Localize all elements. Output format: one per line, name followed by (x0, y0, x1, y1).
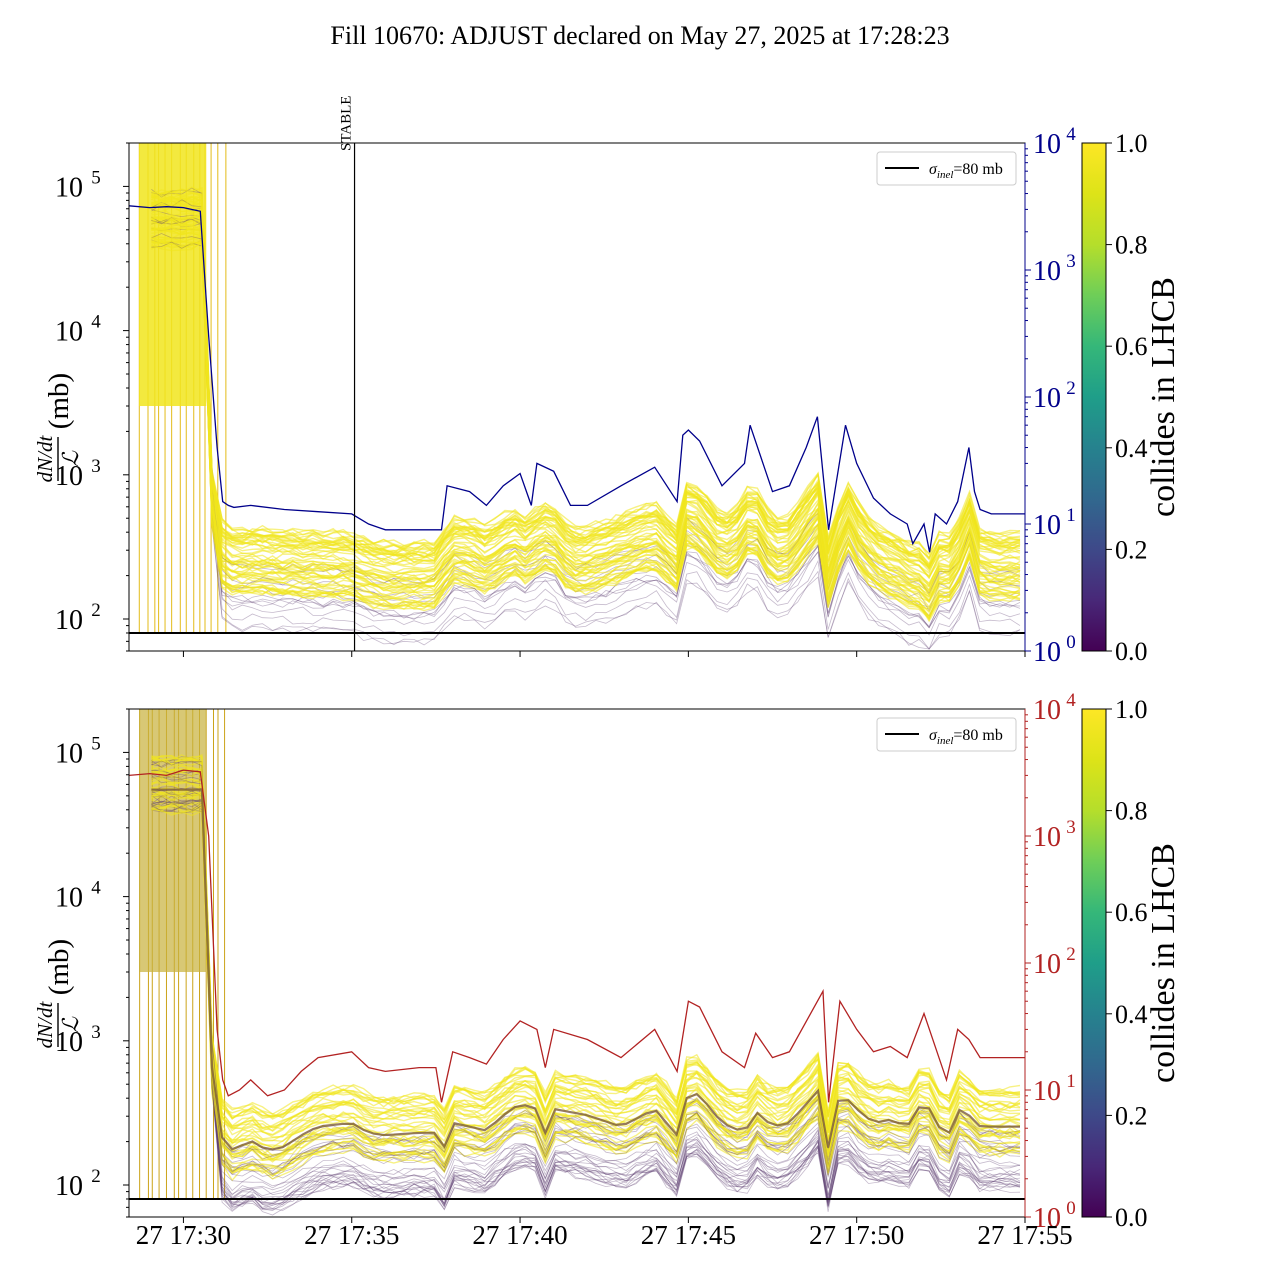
colorbar-tick-label: 0.0 (1115, 637, 1148, 666)
colorbar-gradient (1081, 708, 1107, 1218)
y2-tick-label: 10 (1033, 949, 1061, 980)
y-axis-left: 10 2 10 3 10 4 10 5 (55, 708, 129, 1218)
stable-marker-label: STABLE (339, 96, 355, 151)
x-tick-label: 27 17:40 (472, 1220, 567, 1250)
y2-tick-label: 10 (1033, 695, 1061, 726)
y-tick-label: 10 (55, 738, 83, 769)
y2-tick-exponent: 2 (1066, 378, 1076, 399)
y-axis-label: dN/dt ℒ (mb) (33, 939, 83, 1049)
colorbar-tick-label: 0.8 (1115, 797, 1148, 826)
secondary-series-line (129, 769, 1025, 1103)
y-tick-label: 10 (55, 1027, 83, 1058)
y2-tick-exponent: 3 (1066, 251, 1076, 272)
x-tick-label: 27 17:55 (977, 1220, 1072, 1250)
y-label-denominator: ℒ (58, 1016, 83, 1033)
colorbar-gradient (1081, 142, 1107, 652)
y2-tick-label: 10 (1033, 1203, 1061, 1234)
colorbar-tick-label: 0.2 (1115, 535, 1148, 564)
y2-tick-label: 10 (1033, 256, 1061, 287)
legend-label: σinel=80 mb (929, 727, 1003, 747)
y-tick-exponent: 3 (91, 1022, 101, 1043)
colorbar-label: collides in LHCB (1145, 277, 1182, 517)
colorbar-label: collides in LHCB (1145, 843, 1182, 1083)
secondary-series-line (129, 205, 1025, 553)
colorbar-tick-label: 0.6 (1115, 332, 1148, 361)
y-tick-exponent: 3 (91, 456, 101, 477)
panel-bottom: 10 210 310 410 510 010 110 210 310 427 17:30 27 17… (33, 690, 1182, 1250)
y2-tick-exponent: 3 (1066, 817, 1076, 838)
x-tick-label: 27 17:45 (641, 1220, 736, 1250)
y2-tick-exponent: 4 (1066, 690, 1076, 711)
y2-tick-label: 10 (1033, 383, 1061, 414)
y2-tick-exponent: 0 (1066, 1198, 1076, 1219)
y-tick-exponent: 2 (91, 600, 101, 621)
figure-title: Fill 10670: ADJUST declared on May 27, 2… (330, 21, 949, 50)
y2-tick-exponent: 2 (1066, 944, 1076, 965)
legend: σinel=80 mb (876, 151, 1017, 186)
y-tick-exponent: 4 (91, 312, 101, 333)
y-label-unit: (mb) (43, 373, 75, 429)
y2-tick-label: 10 (1033, 822, 1061, 853)
colorbar-tick-label: 0.6 (1115, 898, 1148, 927)
y-axis-left: 10 2 10 3 10 4 10 5 (55, 142, 129, 652)
y-tick-label: 10 (55, 461, 83, 492)
colorbar-tick-label: 1.0 (1115, 129, 1148, 158)
y-tick-exponent: 5 (91, 733, 101, 754)
colorbar-tick-label: 0.8 (1115, 231, 1148, 260)
y-tick-exponent: 4 (91, 878, 101, 899)
y2-tick-exponent: 4 (1066, 124, 1076, 145)
y-tick-label: 10 (55, 883, 83, 914)
colorbar-tick-label: 0.0 (1115, 1203, 1148, 1232)
y2-tick-label: 10 (1033, 129, 1061, 160)
x-axis: 27 17:30 27 17:35 27 17:40 27 17:45 27 17:50… (136, 1217, 1073, 1250)
x-tick-label: 27 17:30 (136, 1220, 231, 1250)
y-label-numerator: dN/dt (33, 1001, 57, 1049)
y-axis-label: dN/dt ℒ (mb) (33, 373, 83, 483)
legend-box (876, 717, 1017, 752)
colorbar: 0.0 0.2 0.4 0.6 0.8 1.0 collides in LHCB (1081, 129, 1182, 666)
legend: σinel=80 mb (876, 717, 1017, 752)
y-tick-exponent: 5 (91, 167, 101, 188)
colorbar-tick-label: 0.4 (1115, 1000, 1148, 1029)
y2-tick-label: 10 (1033, 1076, 1061, 1107)
x-tick-label: 27 17:35 (304, 1220, 399, 1250)
legend-box (876, 151, 1017, 186)
y-tick-label: 10 (55, 1171, 83, 1202)
y-tick-label: 10 (55, 317, 83, 348)
y-tick-label: 10 (55, 172, 83, 203)
y-tick-label: 10 (55, 605, 83, 636)
y2-tick-exponent: 0 (1066, 632, 1076, 653)
legend-label: σinel=80 mb (929, 161, 1003, 181)
colorbar: 0.0 0.2 0.4 0.6 0.8 1.0 collides in LHCB (1081, 695, 1182, 1232)
bunch-traces (139, 709, 1021, 1216)
x-axis (182, 651, 1026, 657)
y2-tick-exponent: 1 (1066, 1071, 1076, 1092)
colorbar-tick-label: 0.2 (1115, 1101, 1148, 1130)
y2-tick-label: 10 (1033, 637, 1061, 668)
colorbar-tick-label: 0.4 (1115, 434, 1148, 463)
y-tick-exponent: 2 (91, 1166, 101, 1187)
y2-tick-label: 10 (1033, 510, 1061, 541)
y-label-denominator: ℒ (58, 450, 83, 467)
y2-tick-exponent: 1 (1066, 505, 1076, 526)
y-label-numerator: dN/dt (33, 435, 57, 483)
colorbar-tick-label: 1.0 (1115, 695, 1148, 724)
y-label-unit: (mb) (43, 939, 75, 995)
bunch-traces (138, 143, 1021, 650)
x-tick-label: 27 17:50 (809, 1220, 904, 1250)
